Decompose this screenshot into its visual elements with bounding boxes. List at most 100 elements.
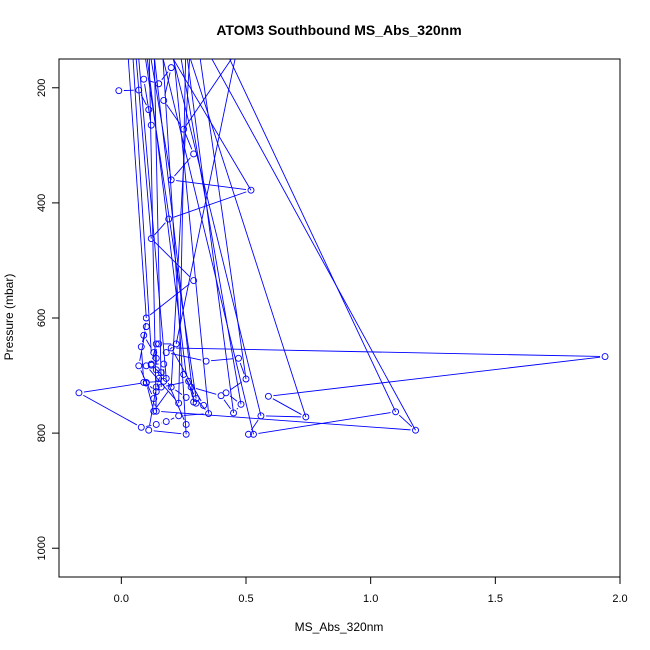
data-point (245, 430, 252, 438)
x-tick-label: 2.0 (612, 593, 627, 605)
data-point (162, 349, 170, 356)
data-point (140, 331, 148, 339)
series-segment (142, 331, 146, 343)
x-axis-label: MS_Abs_320nm (295, 620, 384, 634)
series-segment (161, 411, 411, 431)
x-tick-label: 1.0 (363, 593, 378, 605)
series-segment (154, 222, 166, 236)
series-segment (153, 430, 182, 435)
data-point (167, 344, 175, 352)
series-segment (149, 385, 153, 389)
series-segment (135, 59, 152, 239)
y-tick-label: 800 (36, 424, 48, 442)
series-segment (139, 331, 146, 361)
series-segment (398, 414, 413, 428)
data-point (167, 64, 175, 72)
data-point (190, 277, 198, 285)
series-segment (141, 351, 144, 378)
series-segment (172, 59, 262, 416)
data-point (182, 393, 190, 401)
series-segment (183, 59, 232, 130)
data-point (155, 340, 163, 348)
series-segment (239, 362, 245, 375)
series-segment (156, 383, 159, 387)
chart-title: ATOM3 Southbound MS_Abs_320nm (216, 22, 461, 38)
data-point (392, 408, 400, 416)
series-segment (173, 352, 202, 402)
series-segment (145, 339, 152, 349)
data-point (182, 421, 190, 428)
series-segment (146, 424, 152, 427)
x-tick-label: 0.0 (114, 593, 129, 605)
series-segment (223, 399, 231, 410)
series-segment (236, 407, 239, 410)
series-segment (162, 59, 187, 435)
x-tick-label: 1.5 (488, 593, 503, 605)
data-point (150, 407, 158, 415)
data-point (137, 343, 145, 351)
series-segment (83, 382, 142, 393)
series-segment (144, 84, 151, 121)
series-segment (156, 390, 169, 408)
series-segment (186, 59, 234, 414)
series-segment (169, 346, 173, 350)
data-point (235, 354, 242, 362)
series-segment (185, 133, 193, 150)
data-point (250, 430, 257, 438)
data-point (137, 423, 145, 431)
x-tick-label: 0.5 (238, 593, 253, 605)
data-point (180, 370, 188, 378)
data-point (150, 349, 158, 356)
series-segment (150, 59, 172, 180)
data-point (412, 426, 419, 434)
y-tick-label: 1000 (36, 536, 48, 560)
data-point (147, 360, 155, 368)
y-tick-label: 400 (36, 194, 48, 212)
data-point (264, 392, 272, 400)
series-segment (173, 59, 210, 414)
series-segment (170, 59, 190, 388)
data-point (200, 402, 208, 409)
data-point (160, 96, 168, 104)
series-segment (140, 370, 153, 395)
data-point (152, 340, 160, 348)
series-segment (161, 71, 169, 81)
series-segment (189, 386, 193, 398)
data-point (142, 379, 150, 387)
series-segment (175, 59, 236, 344)
data-point (142, 323, 150, 331)
series-segment (273, 356, 601, 397)
series-group (75, 59, 609, 438)
data-point (302, 413, 310, 421)
series-segment (162, 59, 254, 435)
data-point (150, 395, 158, 403)
data-point (237, 400, 245, 408)
series-segment (199, 59, 247, 380)
data-point (152, 354, 160, 362)
data-point (145, 426, 153, 434)
data-point (75, 389, 83, 397)
data-point (142, 362, 150, 370)
series-segment (258, 412, 391, 434)
series-segment (211, 358, 234, 362)
series-segment (145, 59, 197, 399)
data-point (217, 392, 225, 400)
data-point (175, 412, 183, 420)
series-segment (265, 415, 301, 418)
data-point (192, 399, 200, 407)
data-point (152, 421, 160, 428)
series-segment (147, 387, 153, 407)
y-axis-label: Pressure (mbar) (2, 274, 16, 361)
y-tick-label: 200 (36, 79, 48, 97)
data-point (115, 87, 123, 95)
data-point (155, 80, 163, 88)
series-segment (148, 381, 159, 383)
data-point (147, 121, 155, 129)
series-segment (164, 72, 171, 96)
series-segment (180, 59, 242, 405)
series-segment (176, 347, 601, 357)
series-segment (272, 398, 302, 415)
plot-area: 0.0 0.5 1.0 1.5 2.0 200 400 600 800 1000 (36, 58, 628, 605)
data-point (247, 186, 255, 194)
